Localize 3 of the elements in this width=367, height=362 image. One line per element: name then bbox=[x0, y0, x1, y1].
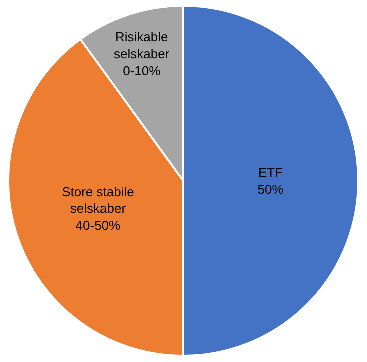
slice-label: ETF 50% bbox=[258, 165, 284, 197]
slice-label: Risikable selskaber 0-10% bbox=[114, 29, 170, 78]
slice-label: Store stabile selskaber 40-50% bbox=[62, 184, 134, 234]
